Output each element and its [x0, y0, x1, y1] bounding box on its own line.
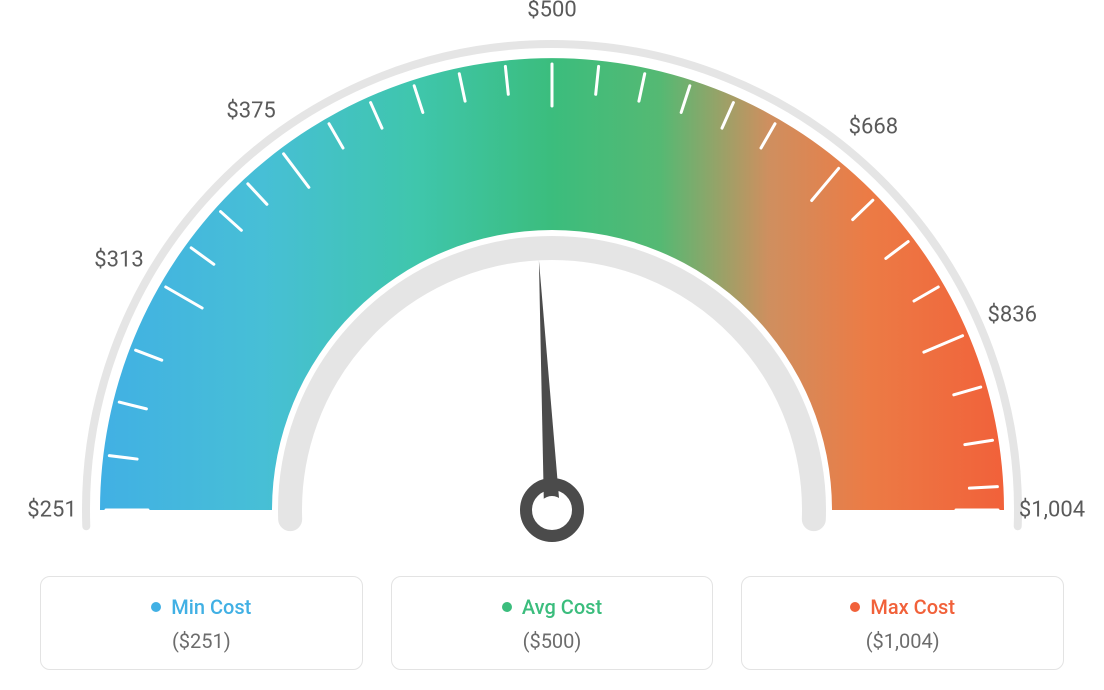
legend-title-text: Max Cost	[870, 595, 955, 619]
legend-value-min: ($251)	[51, 629, 352, 653]
gauge-chart: $251 $313 $375 $500 $668 $836 $1,004	[0, 0, 1104, 560]
gauge-svg	[0, 0, 1104, 560]
dot-icon	[502, 602, 512, 612]
gauge-tick-label: $375	[226, 98, 275, 123]
legend-value-avg: ($500)	[402, 629, 703, 653]
legend-title-min: Min Cost	[51, 595, 352, 619]
legend-title-avg: Avg Cost	[402, 595, 703, 619]
gauge-tick-label: $1,004	[1019, 498, 1085, 523]
gauge-tick-label: $836	[988, 302, 1037, 327]
legend-card-max: Max Cost ($1,004)	[741, 576, 1064, 670]
legend-card-min: Min Cost ($251)	[40, 576, 363, 670]
legend-title-max: Max Cost	[752, 595, 1053, 619]
legend-value-max: ($1,004)	[752, 629, 1053, 653]
dot-icon	[850, 602, 860, 612]
legend-row: Min Cost ($251) Avg Cost ($500) Max Cost…	[40, 576, 1064, 670]
legend-title-text: Avg Cost	[522, 595, 602, 619]
gauge-tick-label: $668	[849, 114, 898, 139]
gauge-tick-label: $251	[27, 498, 76, 523]
legend-title-text: Min Cost	[171, 595, 251, 619]
legend-card-avg: Avg Cost ($500)	[391, 576, 714, 670]
gauge-tick-label: $313	[94, 248, 143, 273]
dot-icon	[151, 602, 161, 612]
gauge-tick-label: $500	[527, 0, 576, 23]
